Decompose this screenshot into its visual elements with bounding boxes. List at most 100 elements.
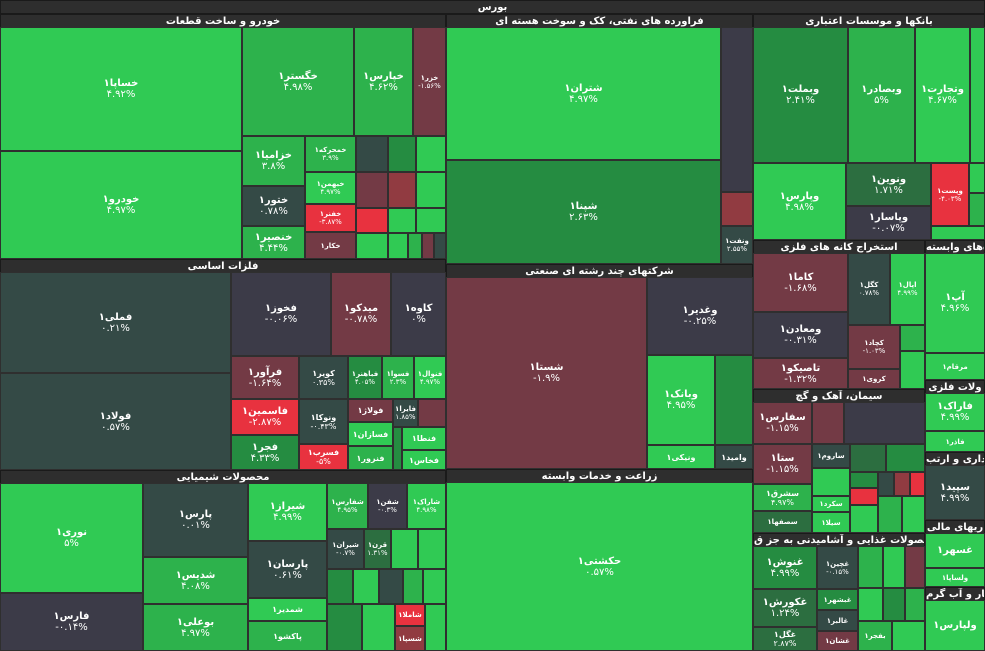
stock-tile[interactable]: فنرور۱ xyxy=(348,446,393,470)
stock-tile[interactable]: فسازان۱ xyxy=(348,422,393,446)
stock-tile[interactable]: قرن۱ ۱.۳۱% xyxy=(364,529,391,569)
stock-tile[interactable]: سکرد۱ xyxy=(812,496,850,512)
stock-tile[interactable]: سیلا۱ xyxy=(812,512,850,533)
stock-tile[interactable]: وتجارت۱ ۴.۶۷% xyxy=(915,27,970,163)
stock-tile[interactable]: کروی۱ xyxy=(848,369,900,389)
stock-tile[interactable]: خپارس۱ ۴.۶۲% xyxy=(354,27,413,136)
stock-tile[interactable]: شدیس۱ ۴.۰۸% xyxy=(143,557,248,604)
stock-tile[interactable]: میدکو۱ -۰.۷۸% xyxy=(331,272,391,356)
stock-tile[interactable]: خمحرکه۱ ۳.۹% xyxy=(305,136,356,172)
stock-tile xyxy=(434,233,446,259)
stock-tile[interactable]: فولاد۱ ۰.۵۷% xyxy=(0,373,231,470)
stock-tile[interactable]: اپال۱ ۴.۹۹% xyxy=(890,253,925,325)
stock-tile[interactable]: فجر۱ ۴.۳۳% xyxy=(231,435,299,470)
stock-tile[interactable]: شمدیر۱ xyxy=(248,598,327,621)
stock-tile[interactable]: شفن۱ -۰.۳% xyxy=(368,483,407,529)
stock-tile[interactable]: غنوش۱ ۴.۹۹% xyxy=(753,546,817,589)
stock-tile[interactable]: فسرب۱ -۵% xyxy=(299,444,348,470)
stock-tile[interactable]: تاصیکو۱ -۱.۳۲% xyxy=(753,358,848,389)
stock-tile[interactable]: ستا۱ -۱.۱۵% xyxy=(753,444,812,484)
stock-tile[interactable]: خساپا۱ ۴.۹۲% xyxy=(0,27,242,151)
stock-tile[interactable]: نوری۱ ۵% xyxy=(0,483,143,593)
stock-tile[interactable]: فباهنر۱ ۴.۰۵% xyxy=(348,356,382,399)
stock-tile[interactable]: غسهر۱ xyxy=(925,533,985,568)
stock-tile[interactable]: غچین۱ -۰.۱۵% xyxy=(817,546,858,589)
stock-tile[interactable]: وپاسار۱ -۰.۰۷% xyxy=(846,206,931,240)
stock-tile[interactable]: سشرق۱ ۴.۹۷% xyxy=(753,484,812,511)
stock-tile[interactable]: خودرو۱ ۴.۹۷% xyxy=(0,151,242,259)
stock-tile[interactable]: غکورش۱ ۱.۲۴% xyxy=(753,589,817,627)
stock-tile[interactable]: پاکشو۱ xyxy=(248,621,327,651)
stock-tile[interactable]: بوعلی۱ ۴.۹۷% xyxy=(143,604,248,651)
stock-tile[interactable]: کویر۱ ۰.۳۵% xyxy=(299,356,348,399)
stock-tile[interactable]: کاوه۱ ۰% xyxy=(391,272,446,356)
stock-tile[interactable]: شیراز۱ ۴.۹۹% xyxy=(248,483,327,541)
stock-tile[interactable]: وبصادر۱ ۵% xyxy=(848,27,915,163)
stock-tile[interactable]: ختور۱ ۰.۷۸% xyxy=(242,186,305,226)
stock-tile[interactable]: وپست۱ -۴.۰۳% xyxy=(931,163,969,226)
stock-tile[interactable]: فاسمین۱ -۲.۸۷% xyxy=(231,399,299,435)
stock-tile[interactable]: سفارس۱ -۱.۱۵% xyxy=(753,402,812,444)
stock-tile xyxy=(327,569,353,604)
stock-tile[interactable]: غگل۱ ۲.۸۷% xyxy=(753,627,817,651)
stock-tile[interactable]: خکار۱ xyxy=(305,232,356,259)
stock-tile xyxy=(858,546,883,588)
stock-tile[interactable]: کچاد۱ -۱.۰۳% xyxy=(848,325,900,369)
stock-tile[interactable]: وبملت۱ ۲.۴۱% xyxy=(753,27,848,163)
stock-tile[interactable]: حکشتی۱ ۰.۵۷% xyxy=(446,482,753,651)
stock-tile[interactable]: شفارس۱ ۴.۹۵% xyxy=(327,483,368,529)
stock-tile[interactable]: شاملا۱ xyxy=(395,604,425,626)
stock-tile[interactable]: غالبر۱ xyxy=(817,610,858,631)
stock-tile[interactable]: فملی۱ ۰.۲۱% xyxy=(0,272,231,373)
stock-tile[interactable]: فاراک۱ ۴.۹۹% xyxy=(925,393,985,431)
stock-tile[interactable]: ونوین۱ ۱.۷۱% xyxy=(846,163,931,206)
stock-tile[interactable]: فسوا۱ ۲.۳% xyxy=(382,356,414,399)
stock-tile[interactable]: غبشهر۱ xyxy=(817,589,858,610)
stock-tile[interactable]: خفنر۱ -۳.۸۷% xyxy=(305,204,356,232)
stock-tile[interactable]: ونفت۱ ۲.۵۵% xyxy=(721,226,753,264)
stock-tile[interactable]: غشان۱ xyxy=(817,631,858,651)
stock-tile[interactable]: کگل۱ ۰.۷۸% xyxy=(848,253,890,325)
stock-tile[interactable]: فارس۱ -۰.۱۴% xyxy=(0,593,143,651)
stock-tile[interactable]: شستا۱ -۱.۹% xyxy=(446,277,647,469)
stock-tile[interactable]: ولپارس۱ xyxy=(925,600,985,651)
stock-tile[interactable]: خزر۱ -۱.۵۶% xyxy=(413,27,446,136)
stock-tile[interactable]: ونیکی۱ xyxy=(647,445,715,469)
stock-tile[interactable]: پارسان۱ ۰.۶۱% xyxy=(248,541,327,598)
stock-tile[interactable]: کاما۱ -۱.۶۸% xyxy=(753,253,848,312)
stock-tile[interactable]: شاراک۱ ۴.۹۸% xyxy=(407,483,446,529)
stock-tile[interactable]: فخوز۱ -۰.۰۶% xyxy=(231,272,331,356)
stock-tile[interactable]: شسپا۱ xyxy=(395,626,425,651)
stock-tile[interactable]: سصفها۱ xyxy=(753,511,812,533)
stock-tile[interactable]: فخاس۱ xyxy=(402,450,446,470)
stock-tile[interactable]: ولساپا۱ xyxy=(925,568,985,587)
stock-tile xyxy=(423,569,446,604)
stock-tile[interactable]: خگستر۱ ۴.۹۸% xyxy=(242,27,354,136)
stock-tile[interactable]: آپ۱ ۴.۹۶% xyxy=(925,253,985,353)
stock-tile[interactable]: وپارس۱ ۴.۹۸% xyxy=(753,163,846,240)
stock-tile[interactable]: خزامیا۱ ۳.۸% xyxy=(242,136,305,186)
stock-tile xyxy=(969,193,985,226)
stock-tile[interactable]: فایرا۱ ۱.۸۵% xyxy=(393,399,418,427)
stock-tile[interactable]: خنصیر۱ ۴.۴۴% xyxy=(242,226,305,259)
stock-tile[interactable]: خبهمن۱ ۴.۹۷% xyxy=(305,172,356,204)
stock-tile[interactable]: فولاژ۱ xyxy=(348,399,393,422)
stock-tile[interactable]: پارس۱ ۰.۰۱% xyxy=(143,483,248,557)
stock-tile[interactable]: وغدیر۱ -۰.۲۵% xyxy=(647,277,753,355)
stock-tile[interactable]: شیران۱ -۰.۷% xyxy=(327,529,364,569)
stock-tile xyxy=(878,496,902,533)
stock-tile[interactable]: شتران۱ ۴.۹۷% xyxy=(446,27,721,160)
stock-tile[interactable]: فنطا۱ xyxy=(402,427,446,450)
stock-tile[interactable]: مرقام۱ xyxy=(925,353,985,380)
stock-tile[interactable]: شپنا۱ ۲.۶۳% xyxy=(446,160,721,264)
stock-tile[interactable]: ونوکا۱ -۰.۴۳% xyxy=(299,399,348,444)
stock-tile[interactable]: سپید۱ ۴.۹۹% xyxy=(925,465,985,520)
stock-tile[interactable]: فاذر۱ xyxy=(925,431,985,452)
stock-tile[interactable]: ومعادن۱ -۰.۳۱% xyxy=(753,312,848,358)
stock-tile[interactable]: ساروم۱ xyxy=(812,444,850,468)
stock-tile[interactable]: وبانک۱ ۴.۹۵% xyxy=(647,355,715,445)
stock-tile[interactable]: وامید۱ xyxy=(715,445,753,469)
stock-tile[interactable]: فنوال۱ ۴.۹۷% xyxy=(414,356,446,399)
stock-tile xyxy=(883,546,905,588)
stock-tile[interactable]: فرآور۱ -۱.۶۴% xyxy=(231,356,299,399)
